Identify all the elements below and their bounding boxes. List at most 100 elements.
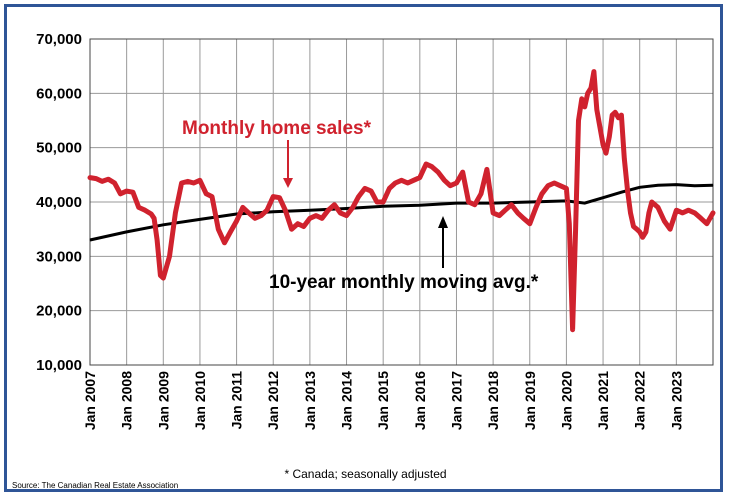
sales-data-point [419,177,421,179]
sales-data-point [712,212,714,214]
x-tick-label: Jan 2011 [229,371,245,430]
sales-data-point [321,217,323,219]
sales-data-point [413,179,415,181]
sales-data-point [437,171,439,173]
sales-data-point [602,144,604,146]
sales-data-point [144,209,146,211]
sales-data-point [358,196,360,198]
monthly-sales-line [87,69,716,333]
sales-data-point [593,71,595,73]
sales-data-point [169,255,171,257]
average-data-point [492,202,494,204]
sales-data-point [575,228,577,230]
average-data-point [675,184,677,186]
sales-data-point [297,223,299,225]
x-tick-label: Jan 2007 [82,371,98,430]
average-data-point [346,208,348,210]
sales-data-point [315,215,317,217]
sales-data-point [645,231,647,233]
sales-data-point [617,117,619,119]
sales-data-point [608,136,610,138]
y-tick-label: 60,000 [36,85,82,102]
sales-data-point [578,120,580,121]
x-tick-label: Jan 2015 [375,371,391,430]
average-annotation-label: 10-year monthly moving avg.* [269,272,539,293]
average-data-point [89,239,91,241]
sales-data-point [675,209,677,211]
x-tick-label: Jan 2012 [265,371,281,430]
x-tick-label: Jan 2013 [302,371,318,430]
sales-arrowhead-icon [283,178,293,188]
average-data-point [584,202,586,204]
sales-data-point [89,177,91,179]
sales-data-point [687,209,689,211]
sales-data-point [584,106,586,108]
average-data-point [455,202,457,204]
sales-data-point [162,277,164,279]
sales-data-point [236,220,238,222]
average-data-point [639,186,641,188]
sales-data-point [605,152,607,154]
sales-data-point [333,204,335,206]
sales-data-point [223,242,225,244]
sales-data-point [553,182,555,184]
sales-data-point [370,190,372,192]
sales-data-point [565,187,567,189]
x-tick-label: Jan 2009 [155,371,171,430]
sales-data-point [394,182,396,184]
sales-data-point [211,196,213,198]
x-axis: Jan 2007 Jan 2008 Jan 2009 Jan 2010 Jan 2011… [82,371,684,430]
sales-data-point [663,220,665,222]
y-tick-label: 10,000 [36,357,82,374]
sales-data-point [498,215,500,217]
sales-data-point [620,114,622,116]
average-data-point [309,209,311,211]
y-tick-label: 70,000 [36,31,82,48]
sales-data-point [242,206,244,208]
sales-data-point [339,212,341,214]
x-tick-label: Jan 2014 [339,371,355,430]
sales-data-point [272,196,274,198]
sales-data-point [510,204,512,206]
data-points [89,71,714,331]
sales-data-point [504,209,506,211]
y-tick-label: 40,000 [36,194,82,211]
moving-average-line [89,183,714,242]
sales-data-point [364,187,366,189]
sales-data-point [642,236,644,238]
sales-data-point [254,217,256,219]
sales-data-point [449,185,451,187]
sales-data-point [205,193,207,195]
sales-data-point [639,231,641,233]
sales-data-point [153,217,155,219]
sales-data-point [651,201,653,203]
sales-data-point [523,217,525,219]
sales-data-point [700,217,702,219]
average-data-point [162,224,164,226]
sales-data-point [346,215,348,217]
sales-data-point [611,114,613,116]
sales-data-point [303,225,305,227]
x-tick-label: Jan 2008 [119,371,135,430]
sales-data-point [181,182,183,184]
sales-data-point [581,98,583,100]
sales-data-point [114,182,116,184]
sales-data-point [376,201,378,203]
sales-data-point [388,187,390,189]
x-tick-label: Jan 2023 [668,371,684,430]
sales-data-point [443,179,445,181]
sales-data-point [291,228,293,230]
sales-data-point [199,179,201,181]
sales-data-point [474,204,476,206]
sales-data-point [630,212,632,214]
sales-data-point [327,209,329,211]
sales-data-point [648,212,650,214]
sales-data-point [382,201,384,203]
sales-data-point [568,223,570,225]
sales-data-point [590,87,592,89]
average-data-point [199,218,201,220]
y-axis: 10,000 20,000 30,000 40,000 50,000 60,000 70,0… [36,31,82,374]
sales-data-point [126,190,128,192]
sales-data-point [492,212,494,214]
x-tick-label: Jan 2010 [192,371,208,430]
